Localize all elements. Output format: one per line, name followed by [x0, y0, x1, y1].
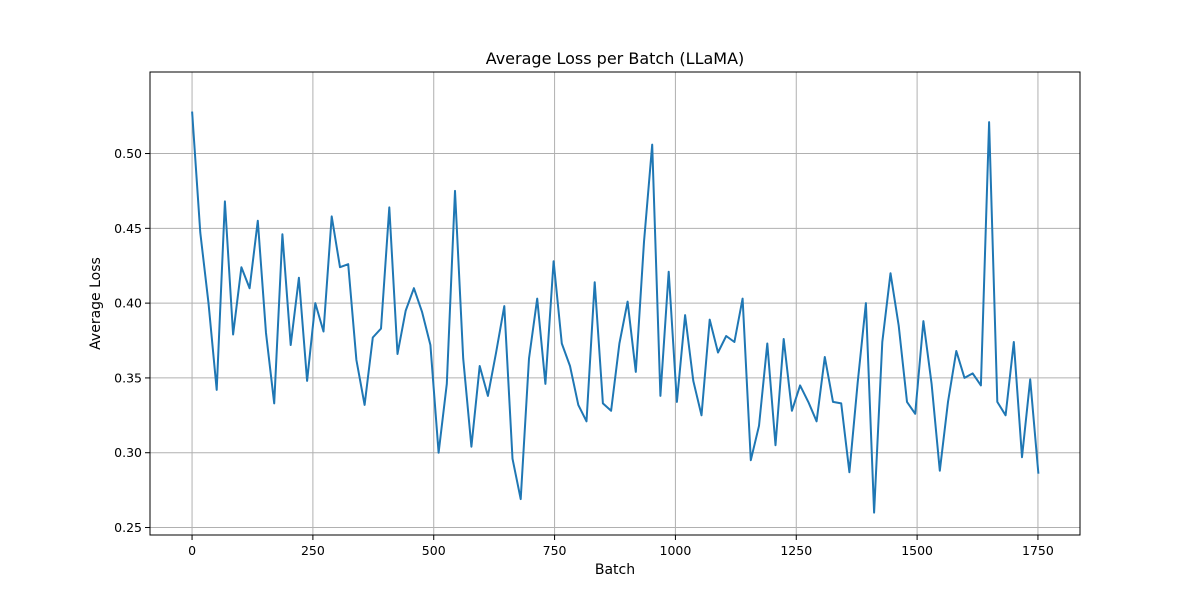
- y-tick-label: 0.45: [114, 221, 142, 236]
- x-tick-label: 0: [188, 543, 196, 558]
- x-tick-label: 500: [422, 543, 446, 558]
- series-group: [191, 111, 1040, 514]
- y-tick-label: 0.25: [114, 520, 142, 535]
- y-axis: 0.25 0.30 0.35 0.40 0.45 0.50: [114, 146, 150, 535]
- y-axis-label: Average Loss: [88, 257, 104, 350]
- y-tick-label: 0.50: [114, 146, 142, 161]
- y-tick-label: 0.40: [114, 296, 142, 311]
- grid: [150, 72, 1080, 535]
- series-line: [191, 111, 1040, 514]
- x-axis: 0 250 500 750 1000 1250 1500 1750: [188, 535, 1054, 558]
- chart-title: Average Loss per Batch (LLaMA): [486, 49, 745, 68]
- x-tick-label: 1500: [901, 543, 933, 558]
- x-axis-label: Batch: [595, 562, 635, 578]
- x-tick-label: 1750: [1022, 543, 1054, 558]
- x-tick-label: 1250: [780, 543, 812, 558]
- x-tick-label: 750: [543, 543, 567, 558]
- y-tick-label: 0.35: [114, 370, 142, 385]
- x-tick-label: 250: [301, 543, 325, 558]
- x-tick-label: 1000: [660, 543, 692, 558]
- y-tick-label: 0.30: [114, 445, 142, 460]
